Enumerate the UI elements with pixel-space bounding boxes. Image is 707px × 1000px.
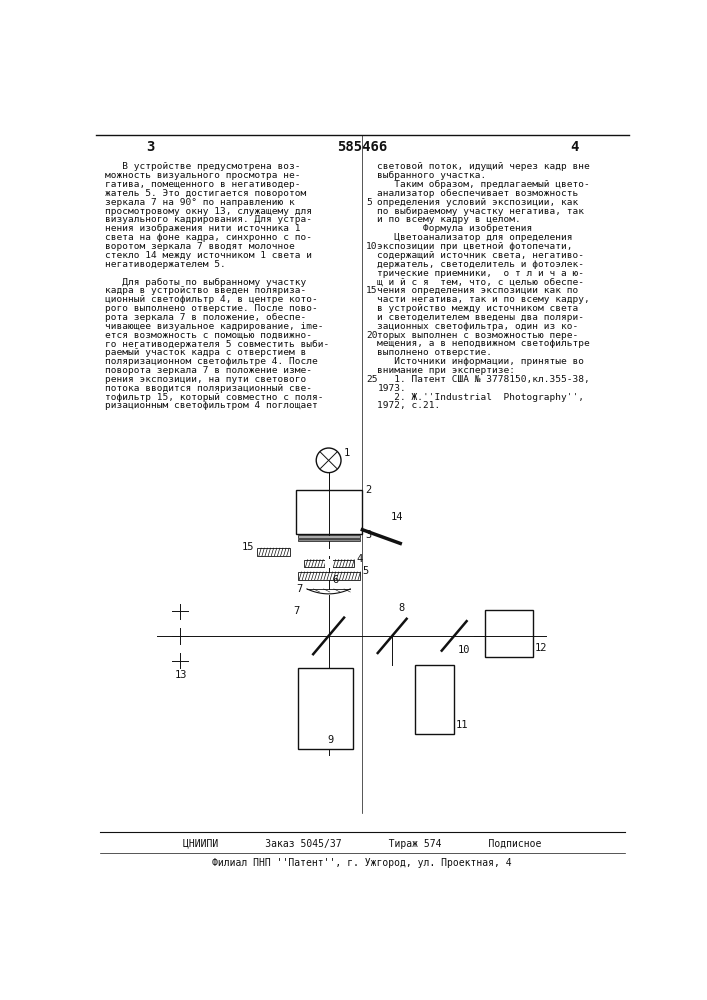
Bar	[298, 572, 360, 580]
Text: Цветоанализатор для определения: Цветоанализатор для определения	[378, 233, 573, 242]
Text: и светоделителем введены два поляри-: и светоделителем введены два поляри-	[378, 313, 585, 322]
Text: потока вводится поляризационный све-: потока вводится поляризационный све-	[105, 384, 312, 393]
Text: в устройство между источником света: в устройство между источником света	[378, 304, 579, 313]
Text: рого выполнено отверстие. После пово-: рого выполнено отверстие. После пово-	[105, 304, 318, 313]
Text: 10: 10	[366, 242, 378, 251]
Text: 9: 9	[327, 735, 333, 745]
Text: 3: 3	[146, 140, 155, 154]
Text: торых выполнен с возможностью пере-: торых выполнен с возможностью пере-	[378, 331, 579, 340]
Text: 15: 15	[242, 542, 255, 552]
Text: кадра в устройство введен поляриза-: кадра в устройство введен поляриза-	[105, 286, 307, 295]
Text: гатива, помещенного в негативодер-: гатива, помещенного в негативодер-	[105, 180, 301, 189]
Text: визуального кадрирования. Для устра-: визуального кадрирования. Для устра-	[105, 215, 312, 224]
Text: мещения, а в неподвижном светофильтре: мещения, а в неподвижном светофильтре	[378, 339, 590, 348]
Text: 5: 5	[362, 566, 368, 576]
Text: части негатива, так и по всему кадру,: части негатива, так и по всему кадру,	[378, 295, 590, 304]
Text: поворота зеркала 7 в положение изме-: поворота зеркала 7 в положение изме-	[105, 366, 312, 375]
Text: негативодержателем 5.: негативодержателем 5.	[105, 260, 226, 269]
Text: 4: 4	[356, 554, 363, 564]
Text: нения изображения нити источника 1: нения изображения нити источника 1	[105, 224, 301, 233]
Text: 7: 7	[296, 584, 303, 594]
Text: содержащий источник света, негативо-: содержащий источник света, негативо-	[378, 251, 585, 260]
Text: 25: 25	[366, 375, 378, 384]
Text: световой поток, идущий через кадр вне: световой поток, идущий через кадр вне	[378, 162, 590, 171]
Text: Таким образом, предлагаемый цвето-: Таким образом, предлагаемый цвето-	[378, 180, 590, 189]
Text: тофильтр 15, который совместно с поля-: тофильтр 15, который совместно с поля-	[105, 393, 324, 402]
Text: щ и й с я  тем, что, с целью обеспе-: щ и й с я тем, что, с целью обеспе-	[378, 277, 585, 286]
Text: 1973.: 1973.	[378, 384, 407, 393]
Text: Филиал ПНП ''Патент'', г. Ужгород, ул. Проектная, 4: Филиал ПНП ''Патент'', г. Ужгород, ул. П…	[212, 858, 512, 868]
Text: 20: 20	[366, 331, 378, 340]
Text: чивающее визуальное кадрирование, ime-: чивающее визуальное кадрирование, ime-	[105, 322, 324, 331]
Text: 14: 14	[391, 512, 403, 522]
Bar	[325, 559, 332, 568]
Text: ционный светофильтр 4, в центре кото-: ционный светофильтр 4, в центре кото-	[105, 295, 318, 304]
Text: 2. Ж.''Industrial  Photography'',: 2. Ж.''Industrial Photography'',	[378, 393, 585, 402]
Bar	[485, 610, 533, 657]
Text: 6: 6	[332, 575, 339, 585]
Bar	[298, 539, 360, 541]
Text: 3: 3	[365, 530, 371, 540]
Text: 1. Патент США № 3778150,кл.355-38,: 1. Патент США № 3778150,кл.355-38,	[378, 375, 590, 384]
Text: ЦНИИПИ        Заказ 5045/37        Тираж 574        Подписное: ЦНИИПИ Заказ 5045/37 Тираж 574 Подписное	[183, 839, 541, 849]
Text: трические приемники,  о т л и ч а ю-: трические приемники, о т л и ч а ю-	[378, 269, 585, 278]
Bar	[416, 665, 454, 734]
Text: 10: 10	[457, 645, 469, 655]
Text: зационных светофильтра, один из ко-: зационных светофильтра, один из ко-	[378, 322, 579, 331]
Text: поляризационном светофильтре 4. После: поляризационном светофильтре 4. После	[105, 357, 318, 366]
Text: ризационным светофильтром 4 поглощает: ризационным светофильтром 4 поглощает	[105, 401, 318, 410]
Bar	[304, 560, 354, 567]
Text: выполнено отверстие.: выполнено отверстие.	[378, 348, 493, 357]
Text: го негативодержателя 5 совместить выби-: го негативодержателя 5 совместить выби-	[105, 339, 329, 349]
Text: рота зеркала 7 в положение, обеспе-: рота зеркала 7 в положение, обеспе-	[105, 313, 307, 322]
Text: Источники информации, принятые во: Источники информации, принятые во	[378, 357, 585, 366]
Text: можность визуального просмотра не-: можность визуального просмотра не-	[105, 171, 301, 180]
Text: раемый участок кадра с отверстием в: раемый участок кадра с отверстием в	[105, 348, 307, 357]
Text: просмотровому окну 13, служащему для: просмотровому окну 13, служащему для	[105, 207, 312, 216]
Text: В устройстве предусмотрена воз-: В устройстве предусмотрена воз-	[105, 162, 301, 171]
Bar	[298, 668, 354, 749]
Text: 12: 12	[534, 643, 547, 653]
Text: 1: 1	[344, 448, 351, 458]
Text: 7: 7	[293, 606, 300, 616]
Text: зеркала 7 на 90° по направлению к: зеркала 7 на 90° по направлению к	[105, 198, 296, 207]
Text: анализатор обеспечивает возможность: анализатор обеспечивает возможность	[378, 189, 579, 198]
Text: ется возможность с помощью подвижно-: ется возможность с помощью подвижно-	[105, 331, 312, 340]
Text: Формула изобретения: Формула изобретения	[378, 224, 532, 233]
Text: жатель 5. Это достигается поворотом: жатель 5. Это достигается поворотом	[105, 189, 307, 198]
Bar	[298, 535, 360, 538]
Bar	[296, 490, 362, 534]
Text: Для работы по выбранному участку: Для работы по выбранному участку	[105, 277, 307, 287]
Text: воротом зеркала 7 вводят молочное: воротом зеркала 7 вводят молочное	[105, 242, 296, 251]
Text: света на фоне кадра, синхронно с по-: света на фоне кадра, синхронно с по-	[105, 233, 312, 242]
Text: 15: 15	[366, 286, 378, 295]
Text: 1972, с.21.: 1972, с.21.	[378, 401, 440, 410]
Text: чения определения экспозиции как по: чения определения экспозиции как по	[378, 286, 579, 295]
Text: 5: 5	[366, 198, 372, 207]
Text: стекло 14 между источником 1 света и: стекло 14 между источником 1 света и	[105, 251, 312, 260]
Text: экспозиции при цветной фотопечати,: экспозиции при цветной фотопечати,	[378, 242, 573, 251]
Bar	[257, 548, 290, 556]
Text: внимание при экспертизе:: внимание при экспертизе:	[378, 366, 515, 375]
Text: 8: 8	[398, 603, 404, 613]
Text: держатель, светоделитель и фотоэлек-: держатель, светоделитель и фотоэлек-	[378, 260, 585, 269]
Text: 13: 13	[175, 670, 187, 680]
Text: определения условий экспозиции, как: определения условий экспозиции, как	[378, 198, 579, 207]
Text: 585466: 585466	[337, 140, 387, 154]
Text: 4: 4	[570, 140, 578, 154]
Text: выбранного участка.: выбранного участка.	[378, 171, 486, 180]
Text: 11: 11	[456, 720, 468, 730]
Text: рения экспозиции, на пути светового: рения экспозиции, на пути светового	[105, 375, 307, 384]
Text: и по всему кадру в целом.: и по всему кадру в целом.	[378, 215, 521, 224]
Text: 2: 2	[365, 485, 371, 495]
Text: по выбираемому участку негатива, так: по выбираемому участку негатива, так	[378, 207, 585, 216]
